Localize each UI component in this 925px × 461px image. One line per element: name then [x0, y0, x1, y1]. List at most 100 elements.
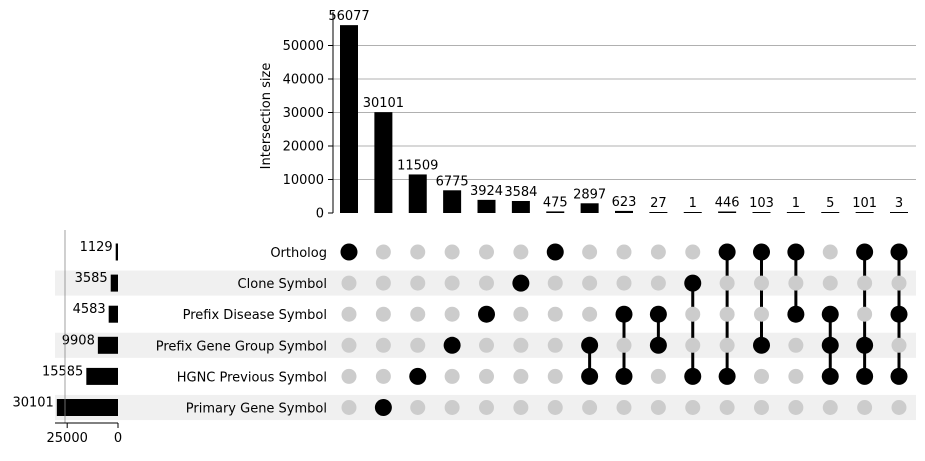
intersection-bar-label: 3584: [504, 185, 537, 200]
membership-dot-active: [753, 243, 770, 261]
intersection-bar-label: 6775: [436, 174, 469, 189]
membership-matrix: [340, 243, 908, 416]
membership-dot-inactive: [444, 368, 460, 384]
membership-dot-inactive: [479, 400, 494, 415]
membership-dot-inactive: [341, 368, 357, 384]
intersection-bar: [511, 200, 530, 213]
membership-dot-inactive: [754, 306, 769, 322]
set-name-label: HGNC Previous Symbol: [177, 370, 327, 385]
membership-dot-inactive: [685, 244, 701, 260]
membership-dot-inactive: [788, 400, 804, 415]
membership-dot-active: [787, 305, 805, 323]
membership-dot-inactive: [788, 275, 804, 291]
membership-dot-active: [890, 367, 908, 385]
membership-dot-inactive: [444, 400, 460, 415]
intersection-bar-label: 3: [895, 196, 903, 211]
membership-dot-active: [374, 399, 392, 416]
intersection-bar: [340, 25, 358, 214]
membership-dot-inactive: [410, 275, 426, 291]
y-gridlines: [333, 45, 916, 180]
set-size-bar: [86, 367, 118, 385]
membership-dot-inactive: [685, 337, 701, 353]
intersection-bar-label: 11509: [397, 158, 438, 173]
membership-dot-inactive: [513, 244, 529, 260]
intersection-bar: [374, 112, 393, 213]
membership-dot-inactive: [685, 400, 701, 415]
membership-dot-inactive: [444, 306, 460, 322]
membership-dot-inactive: [479, 244, 494, 260]
membership-dot-inactive: [375, 337, 391, 353]
set-size-bar: [56, 399, 118, 416]
set-size-axis: 25000 0: [47, 230, 122, 446]
set-size-label: 4583: [73, 302, 106, 317]
intersection-bar-label: 30101: [363, 96, 404, 111]
membership-dot-inactive: [788, 368, 804, 384]
set-size-bar: [97, 336, 118, 354]
membership-dot-inactive: [616, 244, 632, 260]
membership-dot-active: [478, 305, 495, 323]
intersection-bar-label: 475: [543, 195, 568, 210]
membership-dot-inactive: [754, 275, 769, 291]
membership-dot-active: [340, 243, 358, 261]
membership-dot-active: [787, 243, 805, 261]
intersection-bar: [683, 212, 702, 213]
membership-dot-inactive: [822, 400, 838, 415]
membership-dot-inactive: [375, 306, 391, 322]
membership-dot-inactive: [547, 368, 563, 384]
intersection-bar: [718, 211, 737, 213]
intersection-bar-label: 27: [650, 196, 667, 211]
intersection-bar: [649, 212, 668, 213]
membership-dot-active: [581, 367, 599, 385]
y-tick-label: 50000: [283, 39, 324, 54]
membership-dot-inactive: [444, 244, 460, 260]
intersection-bars: [340, 25, 908, 214]
intersection-bar: [821, 212, 840, 213]
membership-dot-inactive: [547, 400, 563, 415]
membership-dot-inactive: [719, 306, 735, 322]
y-tick-label: 40000: [283, 73, 324, 88]
membership-dot-active: [409, 367, 427, 385]
membership-dot-inactive: [616, 400, 632, 415]
membership-dot-inactive: [754, 400, 769, 415]
membership-dot-inactive: [375, 244, 391, 260]
membership-dot-active: [890, 305, 908, 323]
membership-dot-active: [684, 274, 702, 292]
membership-dot-inactive: [719, 400, 735, 415]
membership-dot-active: [718, 243, 736, 261]
membership-dot-inactive: [788, 337, 804, 353]
set-size-bar: [108, 305, 118, 323]
membership-dot-active: [684, 367, 702, 385]
y-axis-label: Intersection size: [259, 63, 274, 170]
membership-dot-inactive: [891, 400, 907, 415]
y-tick-label: 0: [316, 207, 324, 222]
intersection-bar-label: 103: [749, 196, 774, 211]
membership-dot-inactive: [650, 275, 666, 291]
membership-dot-inactive: [341, 400, 357, 415]
intersection-bar: [477, 199, 496, 213]
intersection-bar: [855, 212, 874, 213]
intersection-size-axis: 0 10000 20000 30000 40000 50000: [283, 12, 334, 222]
membership-dot-inactive: [857, 306, 873, 322]
membership-dot-inactive: [410, 244, 426, 260]
membership-dot-inactive: [547, 275, 563, 291]
y-tick-label: 10000: [283, 173, 324, 188]
set-size-label: 9908: [62, 333, 95, 348]
intersection-bar-label: 1: [792, 196, 800, 211]
set-size-bars: 1129 3585 4583 9908 15585 30101: [12, 240, 118, 416]
intersection-bar: [580, 203, 599, 213]
membership-dot-inactive: [857, 400, 873, 415]
membership-dot-inactive: [685, 306, 701, 322]
membership-dot-active: [615, 305, 633, 323]
membership-dot-active: [649, 305, 667, 323]
intersection-bar-label: 56077: [328, 9, 369, 24]
membership-dot-inactive: [410, 306, 426, 322]
intersection-bar: [443, 190, 462, 213]
membership-dot-inactive: [822, 275, 838, 291]
intersection-bar: [615, 210, 633, 213]
set-size-label: 1129: [80, 240, 113, 255]
set-name-label: Prefix Gene Group Symbol: [156, 339, 327, 354]
intersection-bar: [546, 211, 565, 213]
membership-dot-active: [443, 336, 461, 354]
